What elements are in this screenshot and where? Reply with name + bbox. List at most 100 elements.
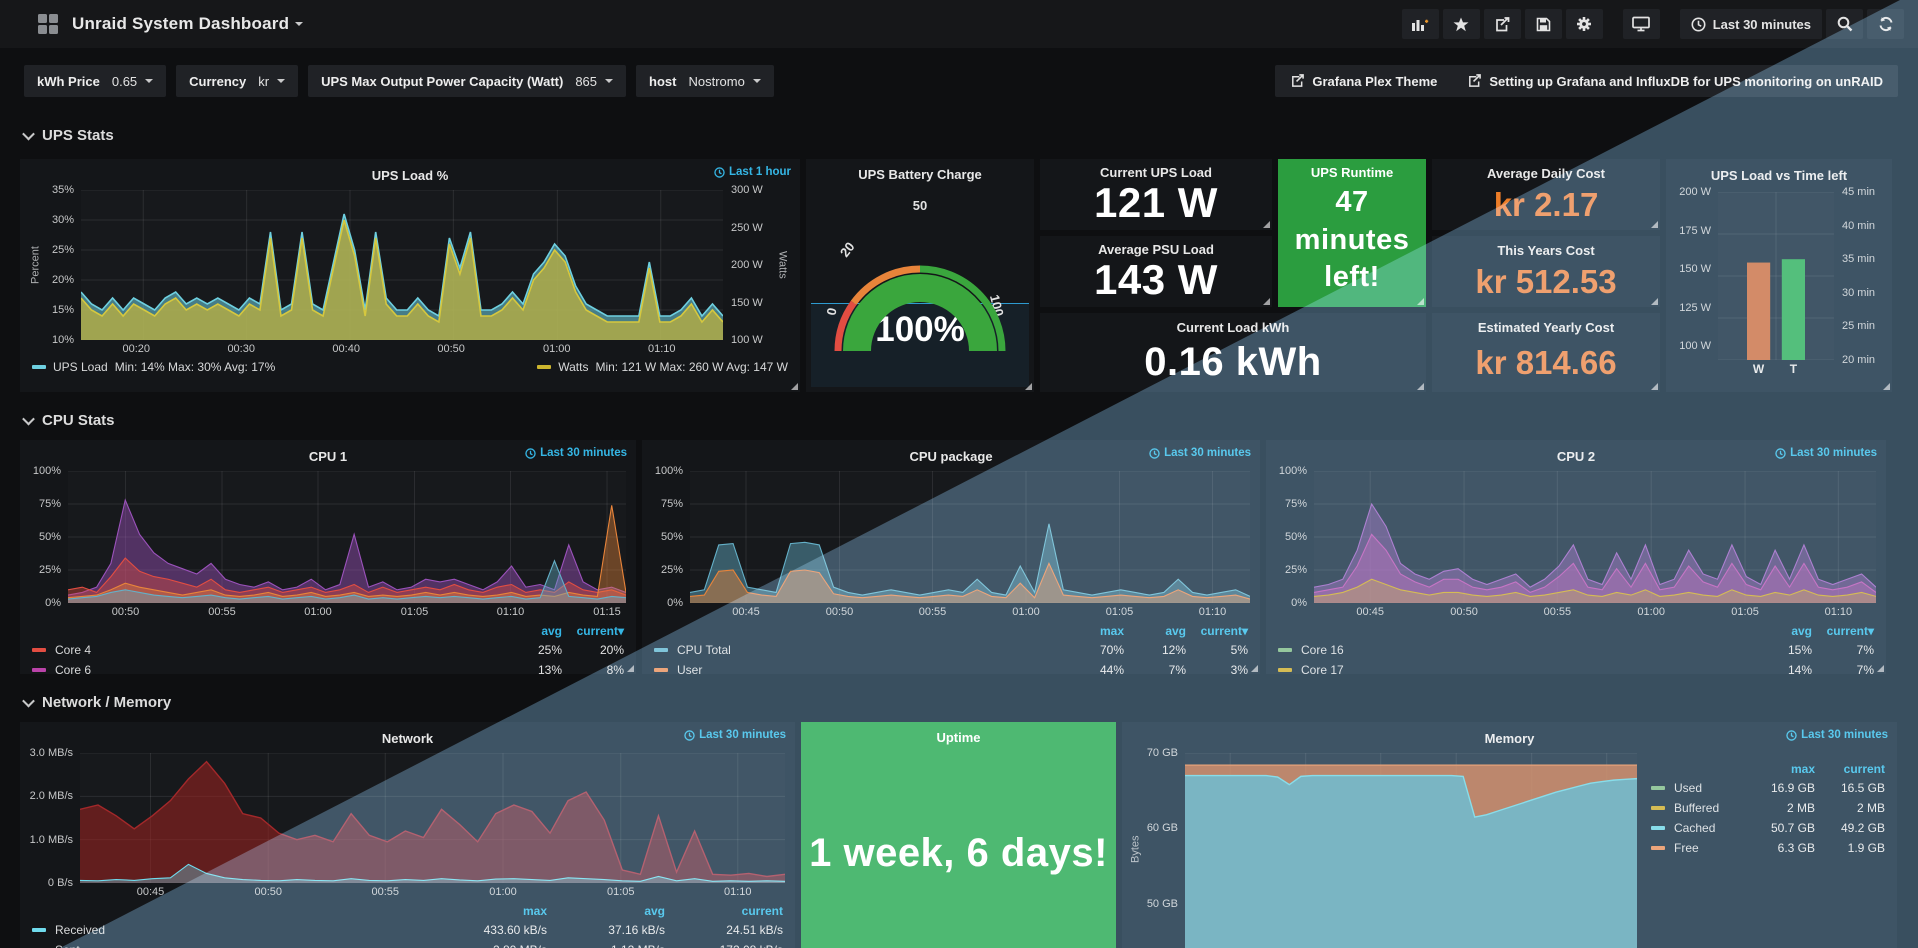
share-button[interactable] [1483,9,1521,39]
series-name[interactable]: Core 17 [1301,663,1344,677]
legend-col-current[interactable]: current [741,903,783,918]
series-name[interactable]: User [677,663,703,677]
x-tick: 01:00 [1637,606,1665,618]
legend-col-max[interactable]: max [522,903,547,918]
series-name[interactable]: Received [55,923,106,937]
cpu2-chart[interactable] [1314,471,1876,603]
refresh-button[interactable] [1867,9,1904,39]
chevron-down-icon [22,694,35,707]
variable-dropdown[interactable]: kWh Price 0.65 [24,65,167,97]
series-swatch [1651,806,1665,810]
dashboard-link[interactable]: Setting up Grafana and InfluxDB for UPS … [1452,65,1898,97]
section-ups-stats[interactable]: UPS Stats [22,124,1918,146]
apps-grid-icon[interactable] [38,14,58,34]
subnav: kWh Price 0.65 Currency kr UPS Max Outpu… [24,64,1898,98]
x-tick: 00:50 [437,343,465,355]
series-name[interactable]: Cached [1674,821,1716,835]
legend-col-avg[interactable]: avg [1165,623,1186,638]
dashboard-link[interactable]: Grafana Plex Theme [1275,65,1452,97]
variable-dropdown[interactable]: Currency kr [176,65,299,97]
series-name[interactable]: Used [1674,781,1703,795]
panel-title[interactable]: UPS Battery Charge [858,166,982,182]
variable-value: 0.65 [111,73,138,89]
series-name[interactable]: Buffered [1674,801,1720,815]
zoom-out-button[interactable] [1826,9,1863,39]
cycle-view-button[interactable] [1622,9,1660,39]
memory-chart[interactable] [1185,753,1637,948]
panel-title[interactable]: UPS Load % [371,167,449,183]
legend-col-avg[interactable]: avg [541,623,562,638]
panel-this-years-cost: This Years Cost kr 512.53 [1432,236,1660,307]
legend-col-max[interactable]: max [1099,623,1124,638]
series-name[interactable]: Core 16 [1301,643,1344,657]
panel-estimated-yearly-cost: Estimated Yearly Cost kr 814.66 [1432,313,1660,392]
bar-label-w: W [1752,362,1765,376]
panel-title[interactable]: This Years Cost [1497,242,1595,258]
panel-title[interactable]: Current UPS Load [1100,164,1212,180]
dashboard-title-button[interactable]: Unraid System Dashboard [72,14,304,34]
section-cpu-stats[interactable]: CPU Stats [22,409,1918,431]
x-tick: 00:55 [371,886,400,898]
legend-value: 16.5 GB [1840,781,1885,795]
save-button[interactable] [1524,9,1562,39]
panel-memory: Memory Last 30 minutes Bytes 70 GB 60 GB 5… [1122,722,1897,948]
legend-value: 20% [599,643,624,657]
panel-title[interactable]: UPS Runtime [1310,165,1394,181]
panel-time-range[interactable]: Last 30 minutes [1786,729,1888,741]
star-button[interactable] [1442,9,1480,39]
panel-time-range[interactable]: Last 30 minutes [1149,447,1251,459]
panel-time-range[interactable]: Last 1 hour [714,166,791,178]
legend: Received 433.60 kB/s 37.16 kB/s 24.51 kB… [32,920,783,948]
legend-col-current[interactable]: current▾ [1200,623,1248,638]
legend-col-current[interactable]: current▾ [576,623,624,638]
series-swatch [1651,846,1665,850]
legend-col-current[interactable]: current [1843,761,1885,776]
ups-bars-chart[interactable] [1718,192,1834,360]
legend: UPS Load Min: 14% Max: 30% Avg: 17% Watt… [20,357,800,374]
monitor-icon [1632,16,1651,32]
settings-button[interactable] [1565,9,1603,39]
series-name[interactable]: Free [1674,841,1699,855]
cpu-package-chart[interactable] [690,471,1250,603]
panel-title[interactable]: CPU 2 [1556,448,1596,464]
series-name[interactable]: Core 6 [55,663,92,677]
star-icon [1453,17,1469,31]
y-axis-left: 35% 30% 25% 20% 15% 10% [51,184,74,346]
series-name[interactable]: UPS Load [53,360,108,374]
variable-dropdown[interactable]: host Nostromo [636,65,774,97]
series-name[interactable]: CPU Total [677,643,731,657]
panel-title[interactable]: Uptime [936,729,981,745]
dashboard-links: Grafana Plex Theme Setting up Grafana an… [1275,65,1898,97]
panel-title[interactable]: Memory [1484,730,1535,746]
panel-title[interactable]: CPU 1 [308,448,348,464]
panel-time-range[interactable]: Last 30 minutes [684,729,786,741]
dashboard-link-label: Grafana Plex Theme [1312,73,1438,89]
panel-title[interactable]: Network [381,730,434,746]
network-chart[interactable] [80,753,785,883]
section-network-memory[interactable]: Network / Memory [22,691,1918,713]
legend-col-max[interactable]: max [1790,761,1815,776]
variable-dropdown[interactable]: UPS Max Output Power Capacity (Watt) 865 [308,65,627,97]
legend-value: 37.16 kB/s [608,923,665,937]
panel-title[interactable]: UPS Load vs Time left [1710,167,1848,183]
cpu1-chart[interactable] [68,471,626,603]
series-name[interactable]: Sent [55,943,80,948]
panel-title[interactable]: Current Load kWh [1176,319,1290,335]
time-range-picker[interactable]: Last 30 minutes [1679,9,1822,39]
panel-time-range[interactable]: Last 30 minutes [525,447,627,459]
add-panel-button[interactable] [1401,9,1439,39]
panel-title[interactable]: CPU package [909,448,993,464]
legend-col-current[interactable]: current▾ [1826,623,1874,638]
legend-col-avg[interactable]: avg [644,903,665,918]
ups-load-chart[interactable] [81,190,723,340]
x-tick: 00:45 [136,886,165,898]
panel-title[interactable]: Average Daily Cost [1486,165,1605,181]
series-name[interactable]: Core 4 [55,643,92,657]
panel-title[interactable]: Average PSU Load [1098,241,1214,257]
clock-icon [684,729,695,741]
panel-title[interactable]: Estimated Yearly Cost [1477,319,1615,335]
legend-col-avg[interactable]: avg [1791,623,1812,638]
series-name[interactable]: Watts [558,360,589,374]
panel-time-range[interactable]: Last 30 minutes [1775,447,1877,459]
